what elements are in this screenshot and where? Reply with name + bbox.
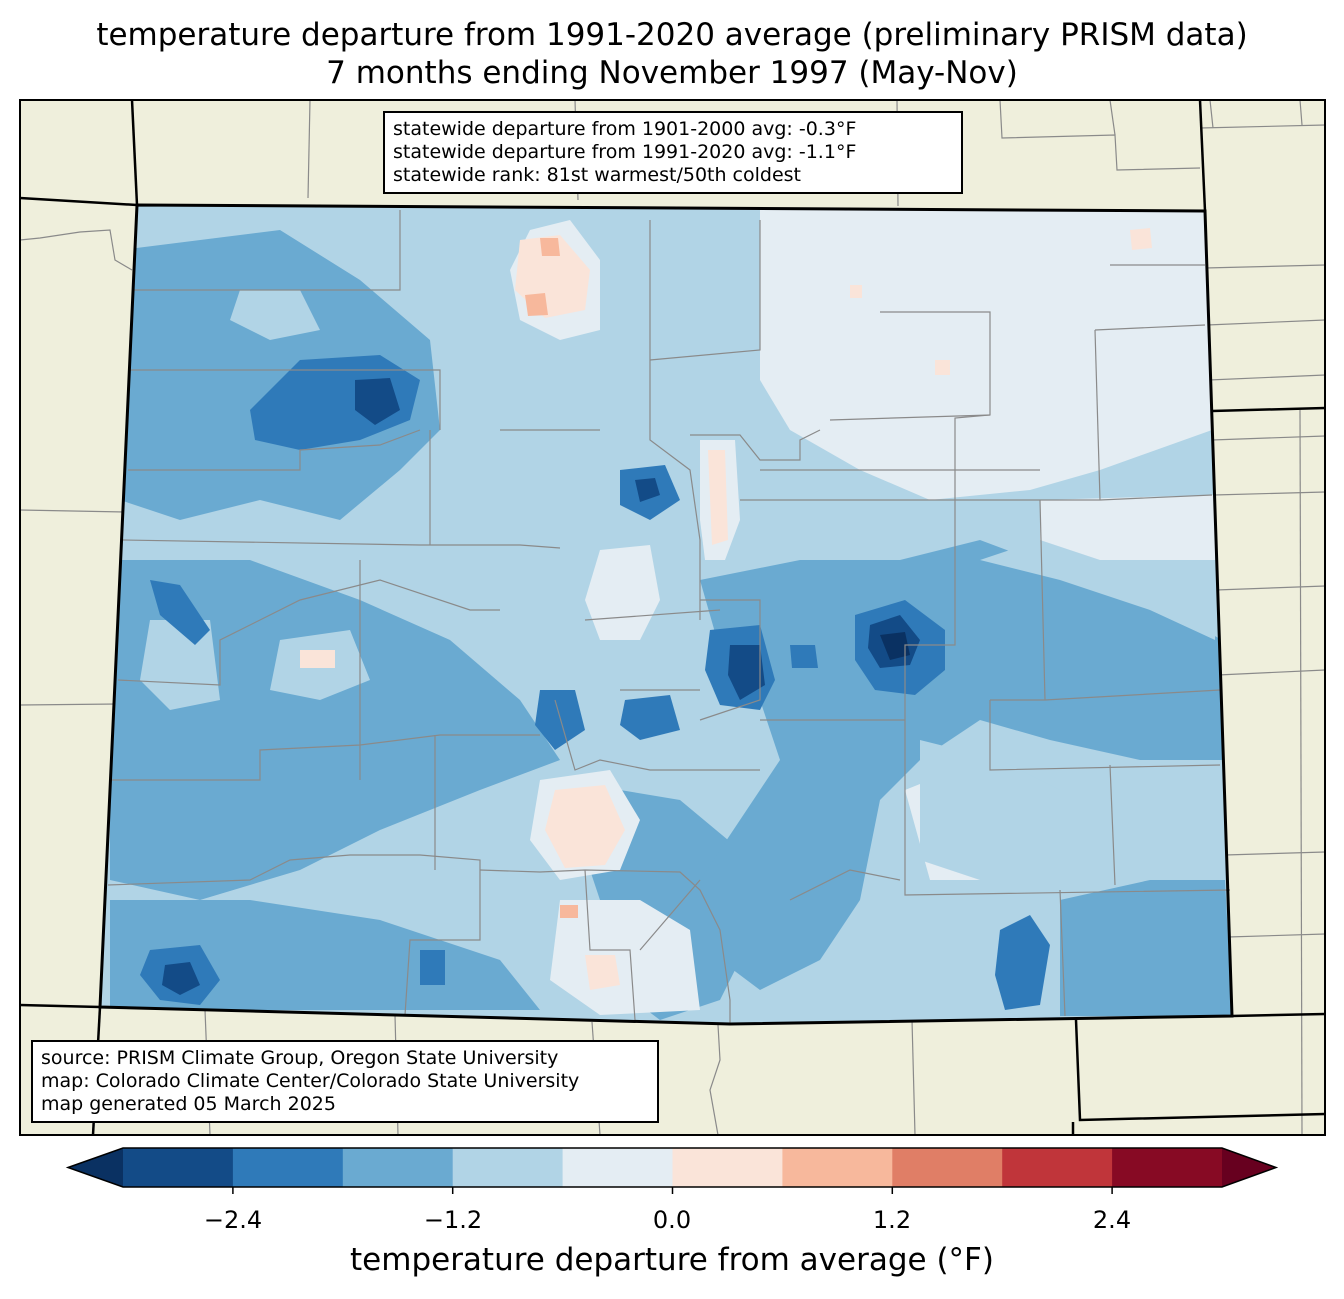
map-frame — [19, 99, 1326, 1136]
colorbar-tick-label: −2.4 — [203, 1206, 263, 1234]
colorado-county-lines — [107, 210, 1231, 1024]
colorbar-outline — [65, 1147, 1279, 1188]
source-line-prism: source: PRISM Climate Group, Oregon Stat… — [41, 1047, 559, 1069]
colorbar-tick-label: −1.2 — [423, 1206, 483, 1234]
colorbar-bin — [123, 1148, 234, 1187]
colorbar-bin — [342, 1148, 454, 1187]
source-line-generated: map generated 05 March 2025 — [41, 1093, 336, 1115]
colorbar-tick-label: 0.0 — [652, 1206, 692, 1234]
colorbar-bin — [892, 1148, 1003, 1187]
source-line-map: map: Colorado Climate Center/Colorado St… — [41, 1070, 580, 1092]
stats-line-rank: statewide rank: 81st warmest/50th coldes… — [393, 164, 802, 186]
colorbar-bin — [672, 1148, 783, 1187]
colorbar-tick-label: 1.2 — [872, 1206, 912, 1234]
colorbar-extend-high — [1222, 1148, 1276, 1187]
colorbar-extend-low — [68, 1148, 123, 1187]
map-title-line1: temperature departure from 1991-2020 ave… — [96, 17, 1248, 53]
colorbar-bin — [232, 1148, 344, 1187]
temperature-field — [100, 205, 1232, 1024]
colorbar-bin — [562, 1148, 673, 1187]
colorado-outline — [98, 203, 1234, 1026]
colorbar — [65, 1147, 1279, 1194]
map-title-line2: 7 months ending November 1997 (May-Nov) — [326, 55, 1018, 91]
colorbar-bin — [1002, 1148, 1113, 1187]
colorbar-bin — [452, 1148, 564, 1187]
colorbar-bin — [782, 1148, 893, 1187]
stats-line-departure-1901: statewide departure from 1901-2000 avg: … — [393, 118, 857, 140]
statewide-stats-box: statewide departure from 1901-2000 avg: … — [383, 111, 963, 194]
colorbar-tick-label: 2.4 — [1092, 1206, 1132, 1234]
source-box: source: PRISM Climate Group, Oregon Stat… — [31, 1040, 659, 1123]
colorbar-bin — [1112, 1148, 1223, 1187]
colorbar-label: temperature departure from average (°F) — [350, 1242, 994, 1278]
stats-line-departure-1991: statewide departure from 1991-2020 avg: … — [393, 141, 857, 163]
